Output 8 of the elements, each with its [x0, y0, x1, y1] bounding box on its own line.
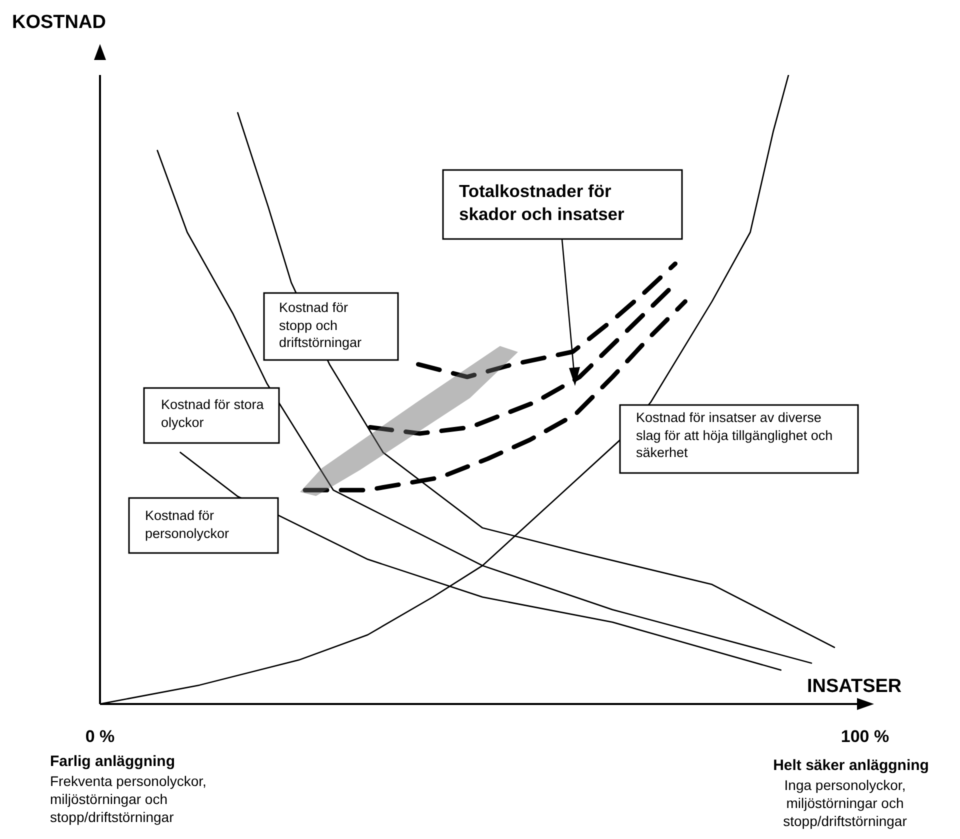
text: Frekventa personolyckor, miljöstörningar och stopp/driftstörningar: [50, 772, 208, 827]
text: Inga personolyckor, miljöstörningar och stopp/driftstörningar: [782, 776, 908, 831]
y-axis-title: KOSTNAD: [12, 12, 106, 34]
text: Farlig anläggning: [50, 752, 176, 772]
x-tick-label: 100 %: [840, 727, 890, 746]
x-axis-title: INSATSER: [807, 676, 902, 698]
x-tick-label: 0 %: [85, 727, 115, 746]
text: Helt säker anläggning: [772, 756, 930, 776]
